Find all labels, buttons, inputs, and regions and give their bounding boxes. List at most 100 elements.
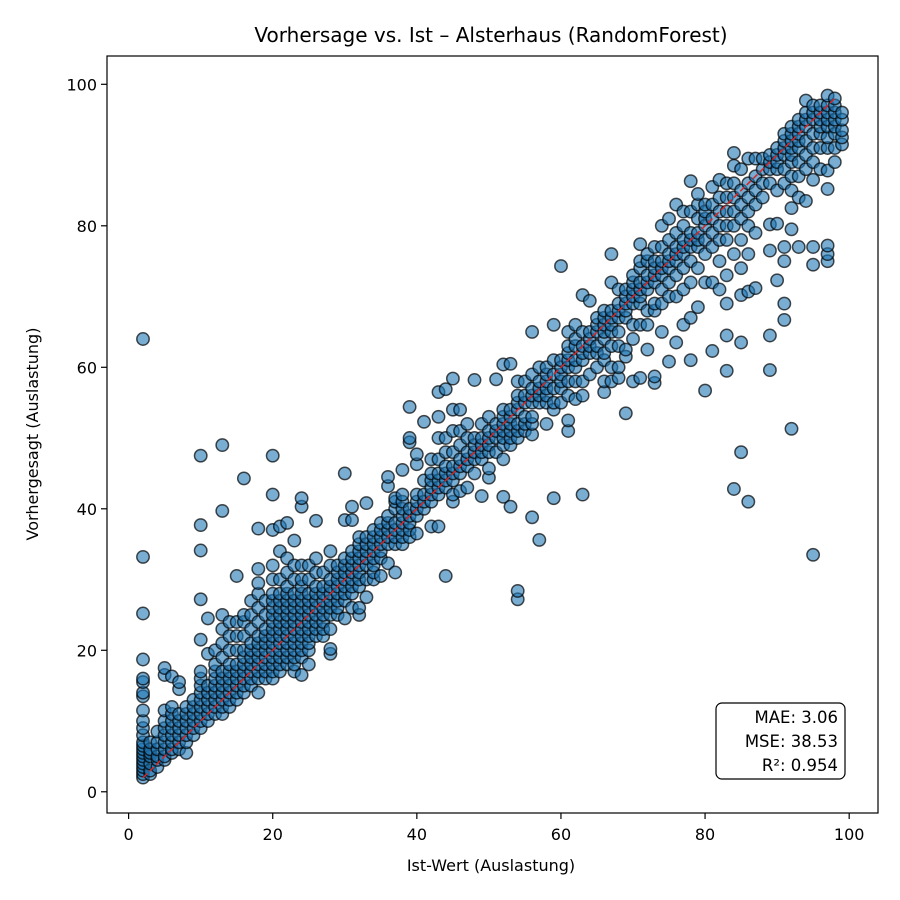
x-tick-label: 100 [834, 825, 865, 844]
data-point [719, 268, 734, 283]
data-point [719, 363, 734, 378]
data-point [784, 222, 799, 237]
data-point [748, 225, 763, 240]
data-point [604, 247, 619, 262]
data-point [496, 452, 511, 467]
data-point [770, 273, 785, 288]
data-point [453, 402, 468, 417]
data-point [193, 592, 208, 607]
data-point [431, 409, 446, 424]
data-point [633, 370, 648, 385]
data-point [734, 261, 749, 276]
data-point [784, 421, 799, 436]
data-point [618, 342, 633, 357]
data-point [726, 145, 741, 160]
data-point [525, 409, 540, 424]
data-point [136, 703, 150, 718]
data-point [734, 445, 749, 460]
data-point [409, 447, 424, 462]
data-point [438, 569, 453, 583]
data-point [719, 232, 734, 247]
data-point [467, 373, 482, 387]
data-point [683, 275, 698, 290]
data-point [741, 494, 756, 509]
data-point [554, 259, 568, 274]
data-point [287, 533, 302, 548]
data-point [777, 296, 792, 311]
data-point [633, 237, 648, 252]
y-tick-label: 100 [66, 75, 97, 94]
data-point [309, 551, 323, 566]
data-point [525, 324, 540, 339]
data-point [640, 342, 655, 357]
data-point [640, 317, 655, 332]
data-point [409, 526, 424, 541]
data-point [323, 622, 338, 637]
data-point [193, 664, 208, 679]
data-point [626, 332, 640, 346]
data-point [611, 360, 626, 375]
data-point [647, 369, 662, 384]
data-point [251, 561, 266, 576]
data-point [777, 312, 792, 327]
data-point [662, 354, 676, 369]
x-tick-label: 40 [407, 825, 427, 844]
data-point [683, 310, 698, 325]
data-point [762, 243, 777, 258]
x-tick-label: 80 [695, 825, 715, 844]
data-point [467, 466, 482, 481]
stats-box-frame [715, 702, 846, 780]
data-point [359, 496, 374, 511]
data-point [215, 503, 230, 518]
data-point [777, 254, 792, 269]
data-point [734, 232, 749, 247]
data-point [539, 416, 554, 431]
data-point [193, 632, 208, 647]
data-point [337, 611, 352, 626]
data-point [510, 583, 525, 598]
data-point [611, 324, 626, 339]
data-point [575, 487, 590, 502]
data-point [431, 519, 446, 534]
data-point [690, 187, 705, 201]
data-point [726, 247, 741, 262]
y-tick-label: 0 [87, 783, 97, 802]
data-point [827, 155, 842, 170]
data-point [770, 216, 785, 231]
data-point [719, 296, 734, 311]
data-point [388, 565, 403, 580]
data-point [654, 324, 669, 339]
y-tick-label: 40 [77, 500, 97, 519]
data-point [345, 499, 359, 514]
data-point [662, 211, 676, 226]
data-point [546, 491, 561, 506]
data-point [669, 335, 684, 350]
data-point [265, 558, 280, 573]
data-point [734, 162, 749, 177]
data-point [136, 332, 150, 346]
data-point [294, 491, 309, 506]
data-point [575, 388, 590, 403]
data-point [352, 600, 367, 615]
chart-title: Vorhersage vs. Ist – Alsterhaus (RandomF… [254, 23, 727, 47]
data-point [712, 282, 727, 297]
data-point [381, 469, 395, 484]
data-point [546, 317, 561, 332]
stats-box: MAE: 3.06 MSE: 38.53 R²: 0.954 [715, 702, 846, 780]
data-point [337, 466, 352, 481]
y-axis: 0 20 40 60 80 100 [66, 75, 107, 802]
data-point [251, 576, 266, 591]
data-point [683, 174, 698, 189]
data-point [755, 190, 770, 205]
data-point [395, 487, 410, 502]
data-point [748, 281, 763, 296]
x-axis: 0 20 40 60 80 100 [124, 813, 865, 844]
data-point [236, 471, 251, 486]
data-point [301, 657, 316, 672]
data-point [402, 399, 417, 414]
data-point [705, 344, 720, 358]
data-point [193, 448, 208, 463]
data-point [417, 414, 431, 429]
